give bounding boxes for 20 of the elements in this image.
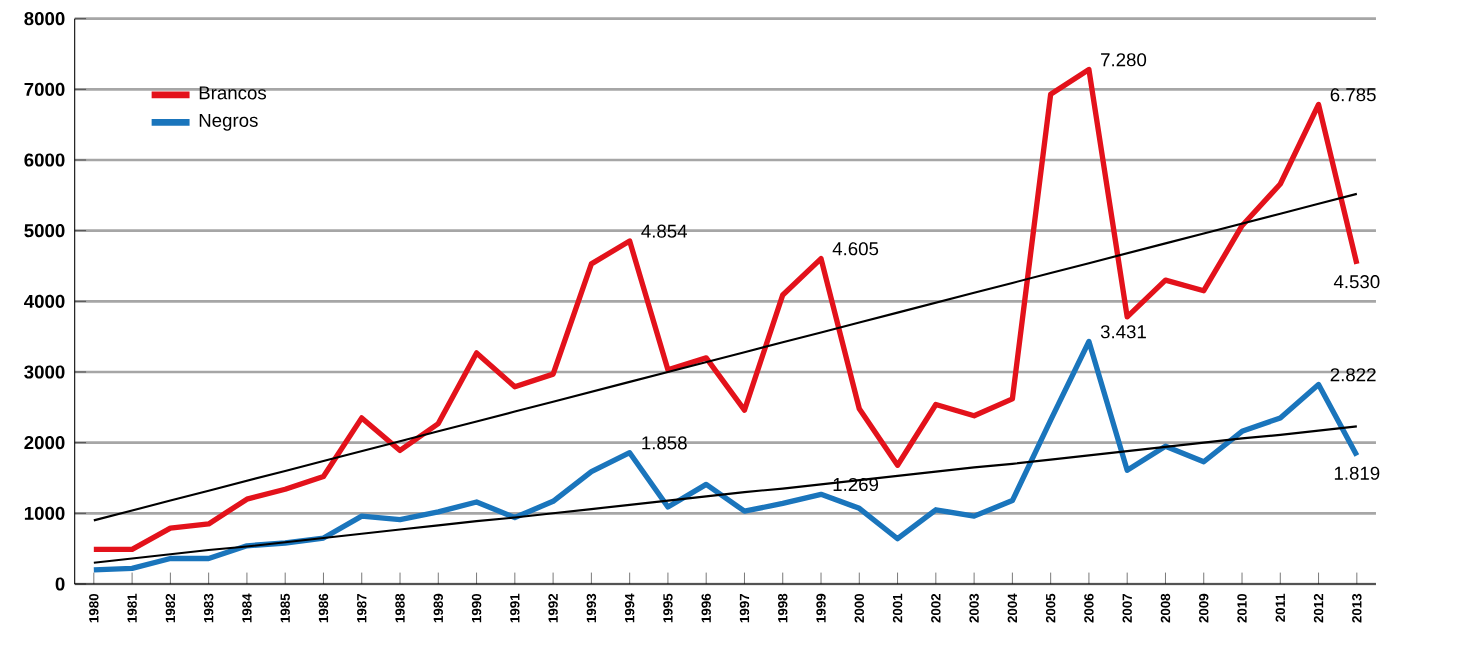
y-tick-label: 5000 <box>24 224 65 238</box>
data-label: 2.822 <box>1330 368 1376 382</box>
data-label: 6.785 <box>1330 88 1376 102</box>
data-label: 4.854 <box>641 224 687 238</box>
y-tick-label: 0 <box>55 577 65 591</box>
y-tick-label: 1000 <box>24 506 65 520</box>
y-tick-label: 7000 <box>24 82 65 96</box>
data-label: 4.605 <box>832 242 879 256</box>
data-label: 4.530 <box>1333 275 1380 289</box>
legend-label: Brancos <box>199 86 267 100</box>
legend-label: Negros <box>199 113 258 131</box>
y-tick-label: 4000 <box>24 294 65 308</box>
y-tick-label: 2000 <box>24 436 65 450</box>
data-label: 1.819 <box>1334 466 1380 480</box>
y-tick-label: 8000 <box>24 12 65 26</box>
data-label: 3.431 <box>1100 325 1146 339</box>
y-tick-label: 6000 <box>24 153 65 167</box>
data-label: 1.858 <box>642 436 687 450</box>
y-tick-label: 3000 <box>24 365 65 379</box>
data-label: 7.280 <box>1101 53 1147 67</box>
